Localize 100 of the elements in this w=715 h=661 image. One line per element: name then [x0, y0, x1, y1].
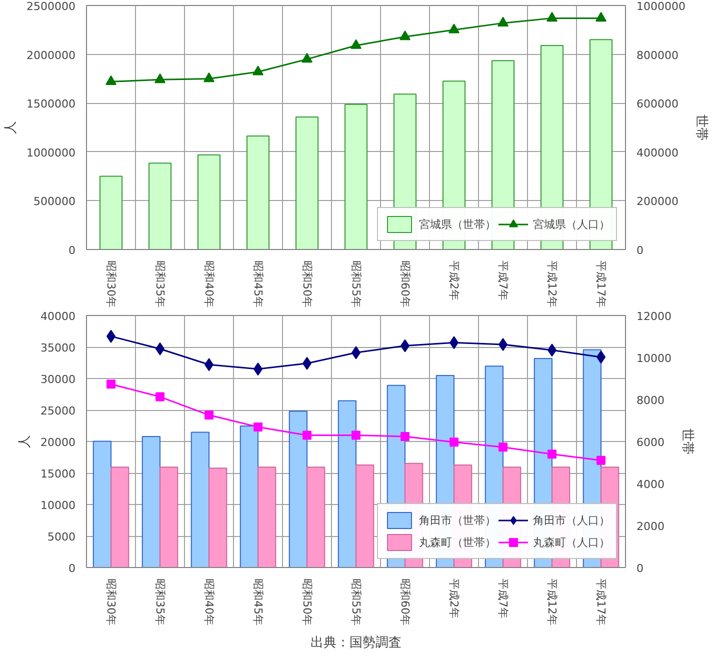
point [302, 52, 312, 63]
y2-tick-label: 8000 [636, 394, 664, 407]
point [498, 16, 508, 26]
point [156, 392, 164, 402]
x-tick-label: 昭和50年 [300, 260, 314, 308]
bar [344, 104, 368, 250]
y-tick-label: 40000 [40, 310, 76, 323]
x-tick-label: 昭和55年 [350, 578, 362, 626]
x-tick-label: 昭和55年 [350, 260, 362, 308]
legend-label: 丸森町（世帯） [419, 534, 496, 550]
point [596, 12, 606, 22]
point [350, 39, 362, 49]
x-tick-label: 昭和60年 [398, 260, 412, 308]
bar [246, 136, 270, 250]
x-tick-label: 平成2年 [448, 578, 460, 618]
point [204, 410, 214, 420]
y-tick-label: 1000000 [26, 146, 76, 160]
y-tick-label: 2500000 [26, 0, 76, 13]
y-tick-label: 2000000 [26, 48, 76, 62]
point [302, 430, 312, 440]
y2-tick-label: 4000 [636, 478, 664, 491]
x-tick-label: 昭和30年 [104, 578, 118, 626]
bar [190, 432, 210, 568]
y2-axis-title: 世帯 [679, 428, 694, 454]
bar [110, 466, 130, 568]
point [546, 12, 558, 22]
bar [160, 466, 178, 568]
point [400, 30, 410, 40]
x-tick-label: 昭和45年 [252, 578, 264, 626]
bar [295, 116, 319, 250]
bar [208, 468, 228, 568]
y2-tick-label: 600000 [636, 98, 678, 111]
y-tick-label: 25000 [40, 404, 76, 418]
y-tick-label: 35000 [40, 342, 76, 354]
bar [142, 436, 160, 568]
bar [148, 162, 172, 250]
x-tick-label: 昭和40年 [202, 260, 216, 308]
bar [306, 466, 326, 568]
y-tick-label: 15000 [40, 468, 76, 480]
x-tick-label: 昭和50年 [300, 578, 314, 626]
y2-tick-label: 2000 [636, 520, 664, 533]
legend-label: 角田市（世帯） [419, 512, 496, 528]
x-tick-label: 平成17年 [594, 260, 608, 308]
bar [99, 176, 123, 250]
bar [197, 154, 221, 250]
x-tick-label: 平成12年 [546, 260, 558, 308]
y2-tick-label: 1000000 [636, 0, 686, 13]
point [548, 450, 556, 459]
x-tick-label: 昭和30年 [104, 260, 118, 308]
bar [92, 440, 112, 568]
point [498, 442, 508, 452]
bar [356, 464, 374, 568]
y-tick-label: 0 [68, 562, 76, 575]
point [204, 72, 214, 82]
point [154, 73, 166, 84]
point [450, 438, 458, 447]
x-tick-label: 平成7年 [496, 260, 510, 300]
y-tick-label: 5000 [48, 530, 76, 544]
legend-label: 宮城県（世帯） [419, 216, 496, 232]
y-axis-title: 人 [18, 435, 33, 448]
y2-tick-label: 400000 [636, 146, 678, 160]
y-axis-title: 人 [4, 121, 19, 134]
point [352, 430, 360, 440]
y-tick-label: 500000 [34, 195, 76, 208]
y2-tick-label: 12000 [636, 310, 672, 323]
x-tick-label: 昭和60年 [398, 578, 412, 626]
y2-axis-title: 世帯 [693, 114, 708, 140]
y-tick-label: 1500000 [26, 98, 76, 111]
x-tick-label: 平成17年 [594, 578, 608, 626]
y2-tick-label: 0 [636, 244, 644, 257]
x-tick-label: 平成7年 [496, 578, 510, 618]
x-tick-label: 平成2年 [448, 260, 460, 300]
legend-label: 丸森町（人口） [533, 534, 610, 550]
legend-label: 角田市（人口） [533, 512, 610, 528]
bar [258, 466, 276, 568]
point [252, 66, 264, 76]
point [400, 432, 410, 441]
y-tick-label: 20000 [40, 436, 76, 449]
x-tick-label: 昭和45年 [252, 260, 264, 308]
source-note: 出典：国勢調査 [310, 636, 402, 650]
y2-tick-label: 6000 [636, 436, 664, 449]
y2-tick-label: 800000 [636, 48, 678, 62]
y2-tick-label: 10000 [636, 352, 672, 365]
point [106, 380, 116, 389]
point [254, 422, 262, 432]
x-tick-label: 昭和35年 [154, 260, 166, 308]
y-tick-label: 10000 [40, 499, 76, 512]
point [448, 24, 460, 34]
bar [288, 410, 308, 568]
y-tick-label: 30000 [40, 373, 76, 386]
y-tick-label: 0 [68, 244, 76, 257]
y2-tick-label: 200000 [636, 195, 678, 208]
x-tick-label: 昭和35年 [154, 578, 166, 626]
y2-tick-label: 0 [636, 562, 644, 575]
x-tick-label: 平成12年 [546, 578, 558, 626]
point [106, 75, 116, 86]
bar [338, 400, 356, 568]
legend-label: 宮城県（人口） [533, 216, 610, 232]
x-tick-label: 昭和40年 [202, 578, 216, 626]
bar [240, 425, 258, 568]
